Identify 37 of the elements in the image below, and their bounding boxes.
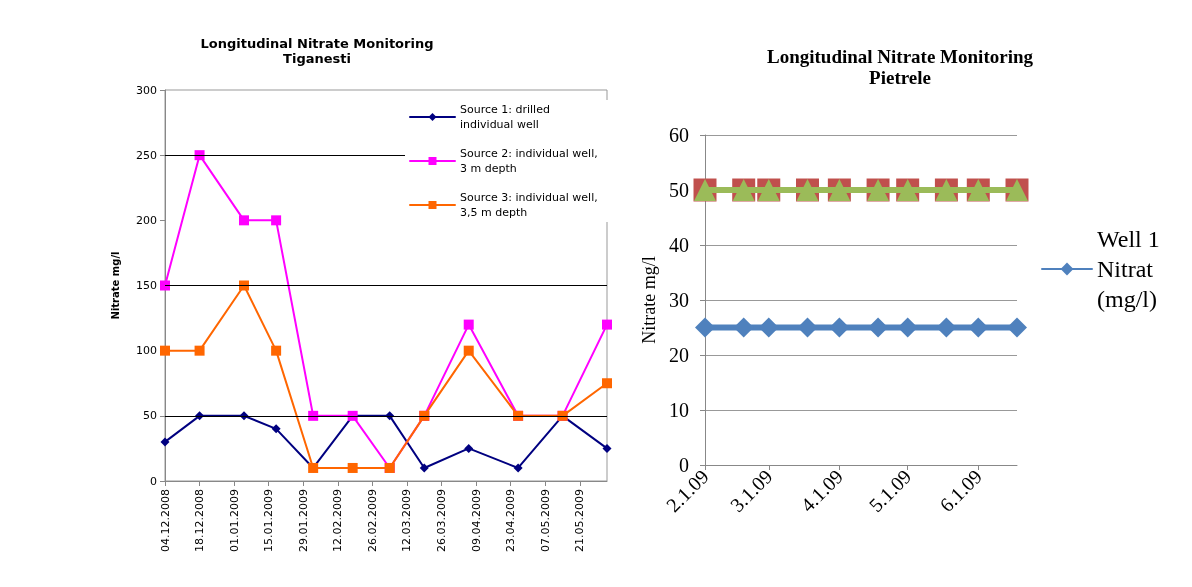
x-tick-label: 26.02.2009 — [365, 489, 379, 552]
x-tick-label: 07.05.2009 — [538, 489, 552, 552]
x-tick-label: 18.12.2008 — [193, 489, 207, 552]
y-tick-label: 30 — [669, 289, 689, 311]
y-tick-label: 10 — [669, 399, 689, 421]
y-tick-label: 200 — [136, 213, 157, 227]
x-tick-label: 29.01.2009 — [296, 489, 310, 552]
chart-subtitle: Tiganesti — [283, 51, 351, 66]
x-tick-label: 12.02.2009 — [331, 489, 345, 552]
y-tick-label: 60 — [669, 124, 689, 146]
x-tick-label: 09.04.2009 — [469, 489, 483, 552]
y-tick-label: 50 — [669, 179, 689, 201]
y-tick-label: 0 — [679, 454, 689, 476]
chart-title: Longitudinal Nitrate Monitoring — [766, 46, 1034, 67]
chart-subtitle: Pietrele — [869, 67, 931, 88]
legend-label: Source 3: individual well, 3,5 m depth — [460, 191, 602, 219]
y-tick-label: 150 — [136, 279, 157, 292]
y-tick-label: 250 — [136, 148, 157, 162]
y-tick-label: 20 — [669, 344, 689, 366]
x-tick-label: 15.01.2009 — [262, 489, 276, 552]
y-axis-title: Nitrate mg/l — [109, 251, 121, 320]
y-tick-label: 0 — [150, 474, 157, 488]
y-tick-label: 40 — [669, 234, 689, 256]
y-tick-label: 100 — [136, 344, 157, 358]
x-tick-label: 04.12.2008 — [158, 489, 172, 552]
x-tick-label: 01.01.2009 — [227, 489, 241, 552]
legend-label: Well 1 Nitrat (mg/l) — [1097, 226, 1166, 312]
y-tick-label: 50 — [143, 409, 157, 423]
chart-title: Longitudinal Nitrate Monitoring — [200, 36, 434, 51]
y-axis-title: Nitrate mg/l — [639, 256, 660, 344]
x-tick-label: 12.03.2009 — [400, 489, 414, 552]
y-tick-label: 300 — [136, 83, 157, 97]
legend-label: Source 1: drilled individual well — [460, 103, 554, 131]
x-tick-label: 26.03.2009 — [435, 489, 449, 552]
legend-label: Source 2: individual well, 3 m depth — [460, 147, 602, 175]
x-tick-label: 23.04.2009 — [504, 489, 518, 552]
x-tick-label: 21.05.2009 — [573, 489, 587, 552]
